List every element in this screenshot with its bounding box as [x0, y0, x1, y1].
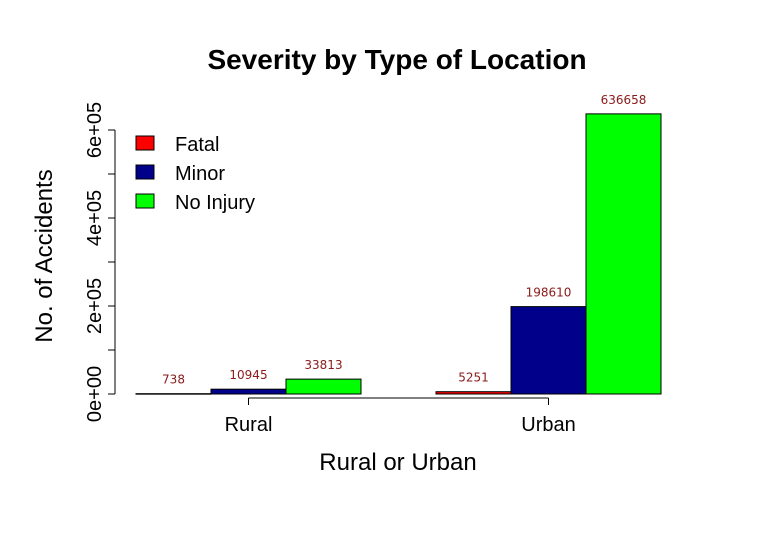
x-axis-title: Rural or Urban — [319, 449, 476, 476]
bar-no-injury-urban — [585, 113, 662, 395]
data-label: 5251 — [458, 371, 489, 385]
legend-label: Fatal — [175, 134, 219, 156]
bar-fatal-rural — [135, 393, 212, 395]
y-tick-label: 6e+05 — [84, 102, 106, 158]
legend-label: No Injury — [175, 192, 255, 214]
bar-no-injury-rural — [285, 378, 362, 395]
chart-title: Severity by Type of Location — [207, 44, 586, 75]
bar-minor-rural — [210, 388, 287, 395]
y-tick-label: 4e+05 — [84, 190, 106, 246]
data-label: 10945 — [229, 368, 267, 382]
legend-swatch-minor — [135, 164, 155, 180]
data-label: 636658 — [601, 93, 647, 107]
legend-swatch-no-injury — [135, 193, 155, 209]
y-tick-label: 0e+00 — [84, 366, 106, 422]
bar-minor-urban — [510, 306, 587, 395]
x-tick-label: Rural — [225, 414, 273, 436]
data-label: 738 — [162, 373, 185, 387]
data-label: 33813 — [304, 358, 342, 372]
y-axis-title: No. of Accidents — [31, 169, 58, 342]
legend-label: Minor — [175, 163, 225, 185]
y-tick-label: 2e+05 — [84, 278, 106, 334]
bar-fatal-urban — [435, 391, 512, 395]
x-tick-label: Urban — [521, 414, 575, 436]
legend-swatch-fatal — [135, 135, 155, 151]
chart-marks: 0e+00 2e+05 4e+05 6e+05 738 5251 10945 198610 33… — [84, 93, 662, 436]
data-label: 198610 — [526, 286, 572, 300]
